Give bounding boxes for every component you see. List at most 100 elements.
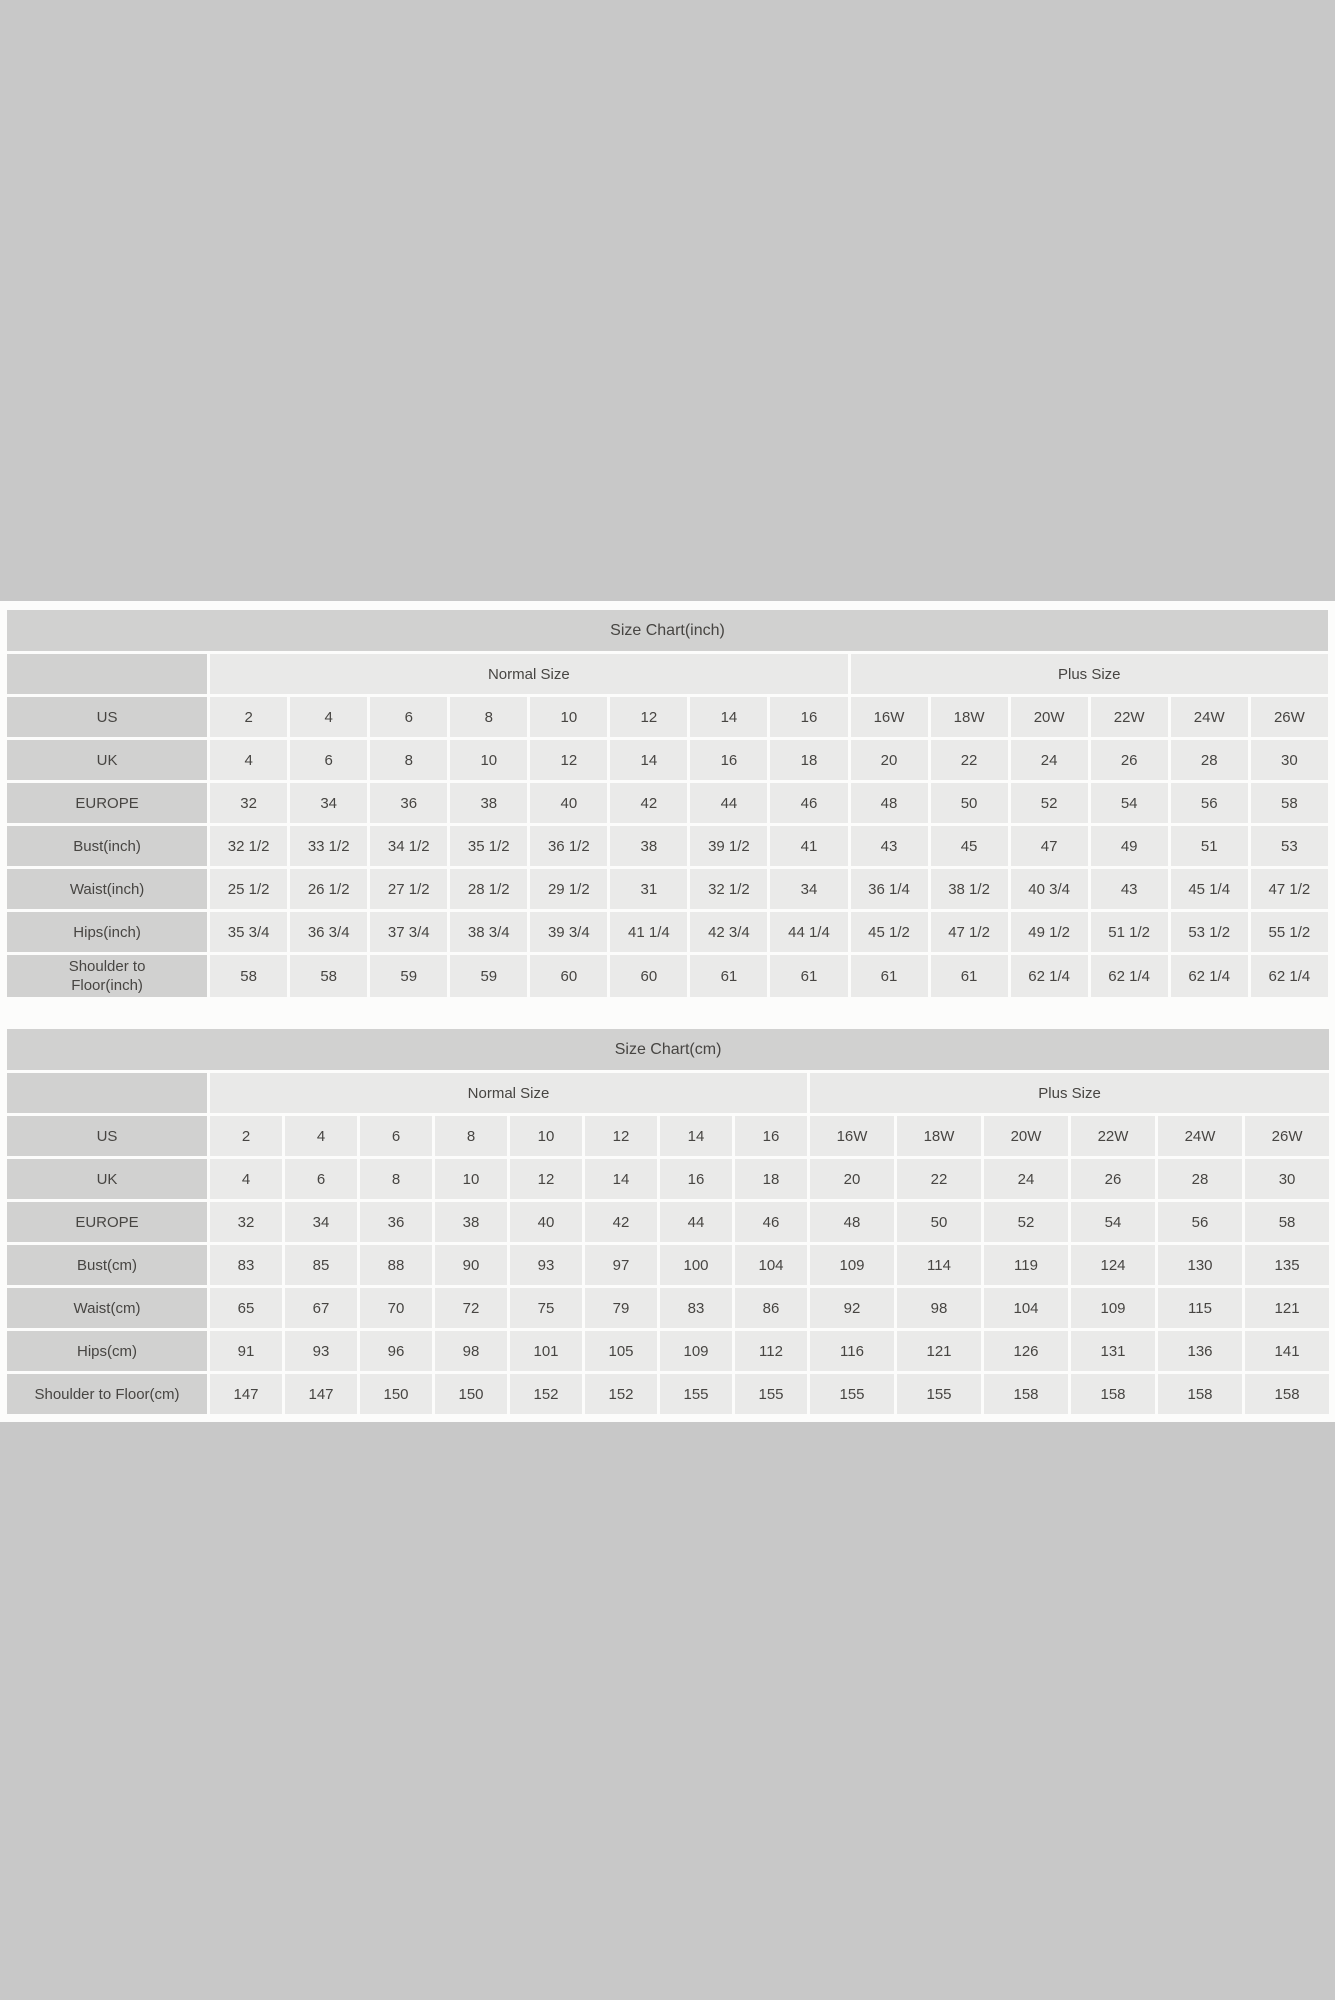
data-cell: 32 — [210, 1202, 282, 1242]
data-cell: 40 — [510, 1202, 582, 1242]
data-cell: 32 — [210, 783, 288, 823]
data-cell: 14 — [660, 1116, 732, 1156]
data-cell: 16 — [690, 740, 768, 780]
data-cell: 93 — [510, 1245, 582, 1285]
data-cell: 28 — [1170, 740, 1248, 780]
data-cell: 50 — [930, 783, 1008, 823]
data-cell: 38 1/2 — [930, 869, 1008, 909]
group-header-normal-size: Normal Size — [210, 1073, 807, 1113]
data-cell: 55 1/2 — [1250, 912, 1328, 952]
data-cell: 4 — [210, 740, 288, 780]
data-cell: 59 — [450, 955, 528, 997]
data-cell: 36 — [370, 783, 448, 823]
row-label: US — [7, 697, 208, 737]
group-header-corner-cell — [7, 1073, 207, 1113]
data-cell: 83 — [210, 1245, 282, 1285]
data-cell: 130 — [1158, 1245, 1242, 1285]
data-cell: 8 — [435, 1116, 507, 1156]
page-background-top — [0, 0, 1335, 601]
data-cell: 16 — [735, 1116, 807, 1156]
data-cell: 62 1/4 — [1250, 955, 1328, 997]
data-cell: 34 — [290, 783, 368, 823]
data-cell: 24 — [1010, 740, 1088, 780]
table-title-row: Size Chart(cm) — [7, 1029, 1330, 1070]
data-cell: 90 — [435, 1245, 507, 1285]
data-cell: 51 — [1170, 826, 1248, 866]
data-cell: 100 — [660, 1245, 732, 1285]
table-row: Bust(cm) 83 85 88 90 93 97 100 104 109 114 119 124 13… — [7, 1245, 1330, 1285]
data-cell: 109 — [810, 1245, 894, 1285]
data-cell: 45 — [930, 826, 1008, 866]
data-cell: 20W — [1010, 697, 1088, 737]
data-cell: 60 — [530, 955, 608, 997]
table-row: Waist(cm) 65 67 70 72 75 79 83 86 92 98 104 109 115 12… — [7, 1288, 1330, 1328]
data-cell: 121 — [897, 1331, 981, 1371]
data-cell: 44 1/4 — [770, 912, 848, 952]
data-cell: 96 — [360, 1331, 432, 1371]
data-cell: 48 — [810, 1202, 894, 1242]
data-cell: 88 — [360, 1245, 432, 1285]
data-cell: 46 — [735, 1202, 807, 1242]
data-cell: 12 — [585, 1116, 657, 1156]
data-cell: 61 — [930, 955, 1008, 997]
row-label: Shoulder to Floor(cm) — [7, 1374, 207, 1414]
row-label: EUROPE — [7, 1202, 207, 1242]
data-cell: 25 1/2 — [210, 869, 288, 909]
data-cell: 47 1/2 — [1250, 869, 1328, 909]
data-cell: 36 — [360, 1202, 432, 1242]
group-header-corner-cell — [7, 654, 208, 694]
size-chart-cm-table: Size Chart(cm) Normal Size Plus Size US 2 4 6 8… — [4, 1026, 1332, 1417]
data-cell: 14 — [690, 697, 768, 737]
data-cell: 18W — [897, 1116, 981, 1156]
data-cell: 35 3/4 — [210, 912, 288, 952]
data-cell: 26 1/2 — [290, 869, 368, 909]
data-cell: 14 — [585, 1159, 657, 1199]
data-cell: 98 — [435, 1331, 507, 1371]
data-cell: 152 — [585, 1374, 657, 1414]
data-cell: 31 — [610, 869, 688, 909]
data-cell: 105 — [585, 1331, 657, 1371]
data-cell: 54 — [1090, 783, 1168, 823]
row-label: US — [7, 1116, 207, 1156]
data-cell: 4 — [285, 1116, 357, 1156]
data-cell: 70 — [360, 1288, 432, 1328]
data-cell: 24 — [984, 1159, 1068, 1199]
data-cell: 49 1/2 — [1010, 912, 1088, 952]
data-cell: 8 — [360, 1159, 432, 1199]
data-cell: 14 — [610, 740, 688, 780]
data-cell: 61 — [690, 955, 768, 997]
data-cell: 109 — [660, 1331, 732, 1371]
row-label: Waist(inch) — [7, 869, 208, 909]
data-cell: 38 — [450, 783, 528, 823]
data-cell: 36 1/2 — [530, 826, 608, 866]
size-chart-panel: Size Chart(inch) Normal Size Plus Size US 2 4… — [0, 601, 1335, 1422]
data-cell: 92 — [810, 1288, 894, 1328]
data-cell: 150 — [360, 1374, 432, 1414]
data-cell: 51 1/2 — [1090, 912, 1168, 952]
data-cell: 18W — [930, 697, 1008, 737]
group-header-row: Normal Size Plus Size — [7, 654, 1328, 694]
data-cell: 109 — [1071, 1288, 1155, 1328]
data-cell: 30 — [1250, 740, 1328, 780]
data-cell: 49 — [1090, 826, 1168, 866]
data-cell: 6 — [285, 1159, 357, 1199]
data-cell: 34 1/2 — [370, 826, 448, 866]
group-header-plus-size: Plus Size — [810, 1073, 1330, 1113]
data-cell: 16 — [660, 1159, 732, 1199]
data-cell: 39 1/2 — [690, 826, 768, 866]
data-cell: 141 — [1245, 1331, 1330, 1371]
data-cell: 158 — [1245, 1374, 1330, 1414]
group-header-row: Normal Size Plus Size — [7, 1073, 1330, 1113]
data-cell: 26 — [1071, 1159, 1155, 1199]
table-row: EUROPE 32 34 36 38 40 42 44 46 48 50 52 54 56 58 — [7, 783, 1328, 823]
data-cell: 43 — [1090, 869, 1168, 909]
data-cell: 115 — [1158, 1288, 1242, 1328]
data-cell: 83 — [660, 1288, 732, 1328]
row-label: Bust(cm) — [7, 1245, 207, 1285]
data-cell: 4 — [290, 697, 368, 737]
data-cell: 119 — [984, 1245, 1068, 1285]
data-cell: 158 — [984, 1374, 1068, 1414]
data-cell: 37 3/4 — [370, 912, 448, 952]
data-cell: 8 — [450, 697, 528, 737]
data-cell: 147 — [210, 1374, 282, 1414]
